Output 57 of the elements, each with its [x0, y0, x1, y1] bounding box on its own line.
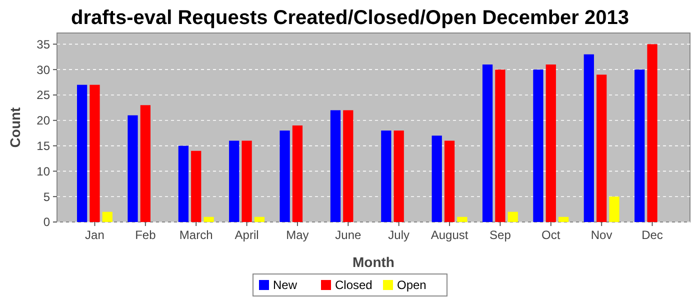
- bar: [204, 216, 214, 222]
- bar: [280, 130, 290, 222]
- bar: [634, 70, 645, 222]
- bar: [558, 216, 569, 222]
- x-tick-label: March: [179, 228, 213, 242]
- y-tick-label: 30: [36, 62, 50, 77]
- bar: [647, 44, 658, 222]
- y-tick-label: 20: [36, 114, 50, 128]
- x-tick-label: Sep: [490, 228, 512, 242]
- bar: [242, 140, 252, 222]
- bar: [495, 70, 506, 222]
- bar: [343, 110, 354, 222]
- x-tick-label: Nov: [590, 228, 612, 242]
- x-tick-label: Feb: [135, 228, 156, 242]
- x-tick-label: July: [388, 228, 410, 242]
- bar: [128, 115, 138, 222]
- bar: [229, 140, 240, 222]
- bar: [381, 130, 392, 222]
- bar: [584, 54, 594, 222]
- y-tick-label: 15: [36, 138, 50, 153]
- bar: [191, 150, 202, 222]
- bar: [444, 140, 455, 222]
- chart-title: drafts-eval Requests Created/Closed/Open December 2013: [71, 7, 629, 29]
- y-tick-label: 0: [43, 215, 50, 230]
- y-tick-label: 25: [36, 88, 50, 102]
- bar: [90, 84, 100, 222]
- bar: [508, 212, 518, 222]
- bar: [102, 212, 112, 222]
- bar: [292, 125, 303, 222]
- legend-label: New: [273, 278, 298, 292]
- bar: [482, 64, 493, 222]
- bar: [254, 216, 265, 222]
- y-tick-label: 5: [43, 190, 50, 204]
- legend-label: Closed: [335, 278, 372, 292]
- bar: [457, 216, 468, 222]
- x-tick-label: Dec: [642, 228, 663, 242]
- bar: [596, 74, 607, 222]
- x-tick-label: Oct: [542, 228, 561, 242]
- y-tick-label: 10: [36, 164, 50, 178]
- x-tick-label: May: [286, 228, 309, 242]
- bar: [140, 105, 150, 222]
- bar: [178, 146, 189, 222]
- x-axis-title: Month: [352, 254, 394, 270]
- x-tick-label: August: [430, 228, 469, 242]
- bar: [394, 130, 404, 222]
- bar: [77, 84, 88, 222]
- x-tick-label: Jan: [85, 228, 104, 242]
- bar: [546, 64, 556, 222]
- bar: [330, 110, 341, 222]
- x-tick-label: April: [234, 228, 259, 242]
- bar: [533, 70, 544, 222]
- y-tick-label: 35: [36, 37, 50, 52]
- bar: [609, 196, 620, 222]
- x-tick-label: June: [335, 228, 362, 242]
- bar: [432, 136, 442, 222]
- legend-label: Open: [397, 278, 426, 292]
- y-axis-title: Count: [7, 106, 23, 148]
